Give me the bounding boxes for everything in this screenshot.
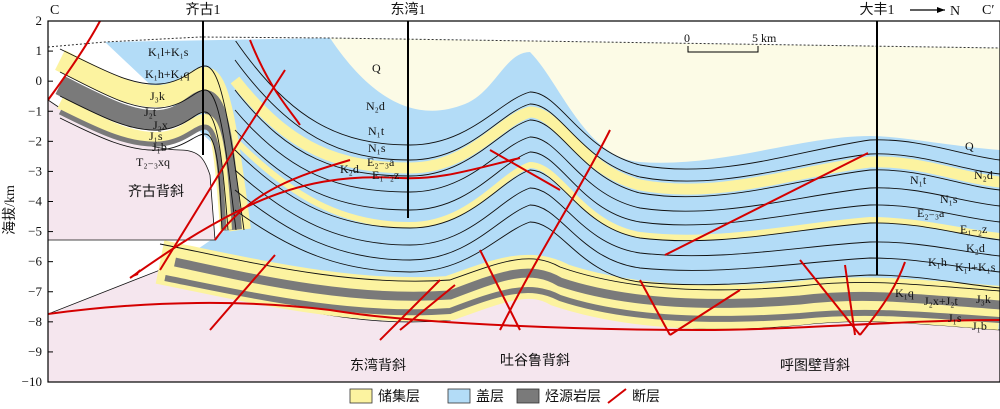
stratum-label: J₃k [150, 89, 165, 103]
stratum-label: J₁b [152, 140, 167, 154]
y-tick-label: −5 [28, 224, 42, 239]
stratum-label: N₁t [368, 124, 385, 138]
strata-labels-right: Q N₂d N₁t N₁s E₂₋₃a E₁₋₂z K₂d K₁h K₁l+K₁… [895, 139, 996, 333]
strata-labels-center: Q N₂d N₁t N₁s E₂₋₃a E₁₋₂z K₂d [340, 61, 399, 182]
y-tick-label: 0 [36, 73, 43, 88]
scale-bar [687, 46, 759, 53]
y-tick-label: −6 [28, 254, 42, 269]
stratum-label: J₂x [153, 118, 168, 132]
legend-swatch-caprock [447, 388, 471, 404]
stratum-label: N₁s [940, 192, 958, 206]
section-start-label: C [50, 3, 59, 18]
stratum-label: N₂d [366, 99, 385, 113]
stratum-label: K₁q [895, 286, 914, 300]
y-tick-label: −10 [22, 374, 42, 389]
legend-fault-line-icon [607, 388, 627, 404]
stratum-label: Q [965, 139, 974, 153]
structure-hutubi-anticline: 呼图壁背斜 [780, 358, 850, 374]
y-tick-label: −3 [28, 163, 42, 178]
fault-arrow-icon [130, 269, 140, 278]
stratum-label: J₃k [976, 292, 991, 306]
legend-label-caprock: 盖层 [476, 389, 504, 405]
y-tick-label: −9 [28, 344, 42, 359]
north-label: N [950, 4, 960, 19]
stratum-label: K₁l+K₁s [148, 45, 189, 59]
stratum-label: T₂₋₃xq [136, 155, 170, 169]
y-tick-label: −8 [28, 314, 42, 329]
topographic-surface [48, 36, 1000, 49]
stratum-label: N₁s [368, 141, 386, 155]
legend: 储集层 盖层 烃源岩层 断层 [349, 388, 660, 405]
qigu-block-strata [55, 48, 251, 232]
stratum-label: Q [372, 61, 381, 75]
stratum-label: N₂d [974, 168, 993, 182]
stratum-label: J₂x+J₂t [924, 294, 958, 308]
y-axis-ticks: 2 1 0 −1 −2 −3 −4 −5 −6 −7 −8 −9 −10 [22, 13, 53, 389]
y-tick-label: −7 [28, 284, 42, 299]
scale-zero: 0 [684, 31, 690, 45]
stratum-label: J₁s [948, 311, 962, 325]
stratum-label: K₁l+K₁s [955, 260, 996, 274]
stratum-label: K₂d [340, 162, 359, 176]
well-label-qigu1: 齐古1 [186, 2, 221, 18]
quaternary-fill [330, 38, 1000, 163]
y-tick-label: −4 [28, 194, 42, 209]
stratum-label: E₁₋₂z [960, 222, 987, 236]
legend-label-source-rock: 烃源岩层 [545, 389, 601, 405]
well-label-dafeng1: 大丰1 [860, 2, 895, 18]
section-end-label: C′ [982, 3, 994, 18]
structure-tuguru-anticline: 吐谷鲁背斜 [500, 353, 570, 369]
stratum-label: J₁s [149, 129, 163, 143]
legend-label-reservoir: 储集层 [378, 388, 420, 405]
y-tick-label: −2 [28, 133, 42, 148]
legend-swatch-source-rock [516, 388, 540, 404]
central-horizons [230, 39, 1000, 289]
y-tick-label: 1 [36, 43, 43, 58]
stratum-label: K₂d [966, 241, 985, 255]
structure-dongwan-anticline: 东湾背斜 [350, 357, 406, 374]
well-label-dongwan1: 东湾1 [391, 1, 426, 18]
faults [48, 21, 1000, 341]
stratum-label: E₂₋₃a [917, 206, 945, 220]
stratum-label: K₁h [928, 255, 947, 269]
y-tick-label: 2 [36, 13, 43, 28]
y-tick-label: −1 [28, 103, 42, 118]
strata-labels-left: K₁l+K₁s K₁h+K₁q J₃k J₂t J₂x J₁s J₁b T₂₋₃… [136, 45, 189, 169]
stratum-label: E₁₋₂z [372, 168, 399, 182]
north-arrowhead-icon [937, 7, 945, 13]
legend-swatch-reservoir [349, 388, 373, 404]
stratum-label: J₂t [144, 105, 157, 119]
scale-five: 5 km [752, 31, 777, 45]
stratum-label: J₁b [972, 319, 987, 333]
y-axis-label: 海拔/km [2, 185, 18, 235]
legend-label-fault: 断层 [632, 389, 660, 405]
stratum-label: E₂₋₃a [367, 155, 395, 169]
stratum-label: N₁t [910, 173, 927, 187]
stratum-label: K₁h+K₁q [145, 67, 189, 81]
structure-qigu-anticline: 齐古背斜 [128, 184, 184, 200]
